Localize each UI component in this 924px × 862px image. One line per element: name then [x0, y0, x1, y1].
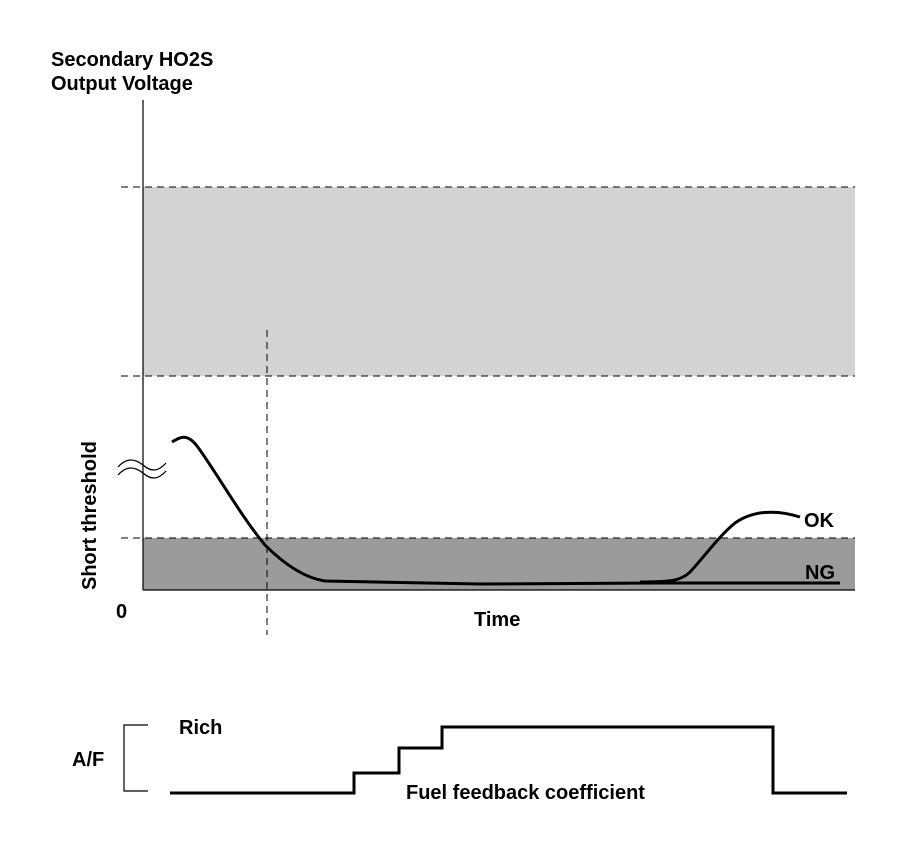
upper-range-band [143, 187, 855, 376]
origin-label: 0 [116, 601, 127, 623]
x-axis-label: Time [474, 609, 520, 631]
short-threshold-label: Short threshold [79, 441, 101, 590]
fuel-feedback-coefficient-label: Fuel feedback coefficient [406, 782, 645, 804]
y-axis-title-line2: Output Voltage [51, 73, 193, 95]
y-axis-title-line1: Secondary HO2S [51, 49, 213, 71]
fuel-feedback-step-line [170, 725, 847, 795]
af-label: A/F [72, 749, 104, 771]
short-threshold-band [143, 538, 855, 590]
ng-voltage-curve [171, 435, 840, 586]
ng-label: NG [805, 562, 835, 584]
axis-break-icon [117, 459, 167, 479]
ok-voltage-curve [639, 510, 801, 584]
rich-label: Rich [179, 717, 222, 739]
ok-label: OK [804, 510, 835, 532]
af-bracket [123, 724, 148, 792]
